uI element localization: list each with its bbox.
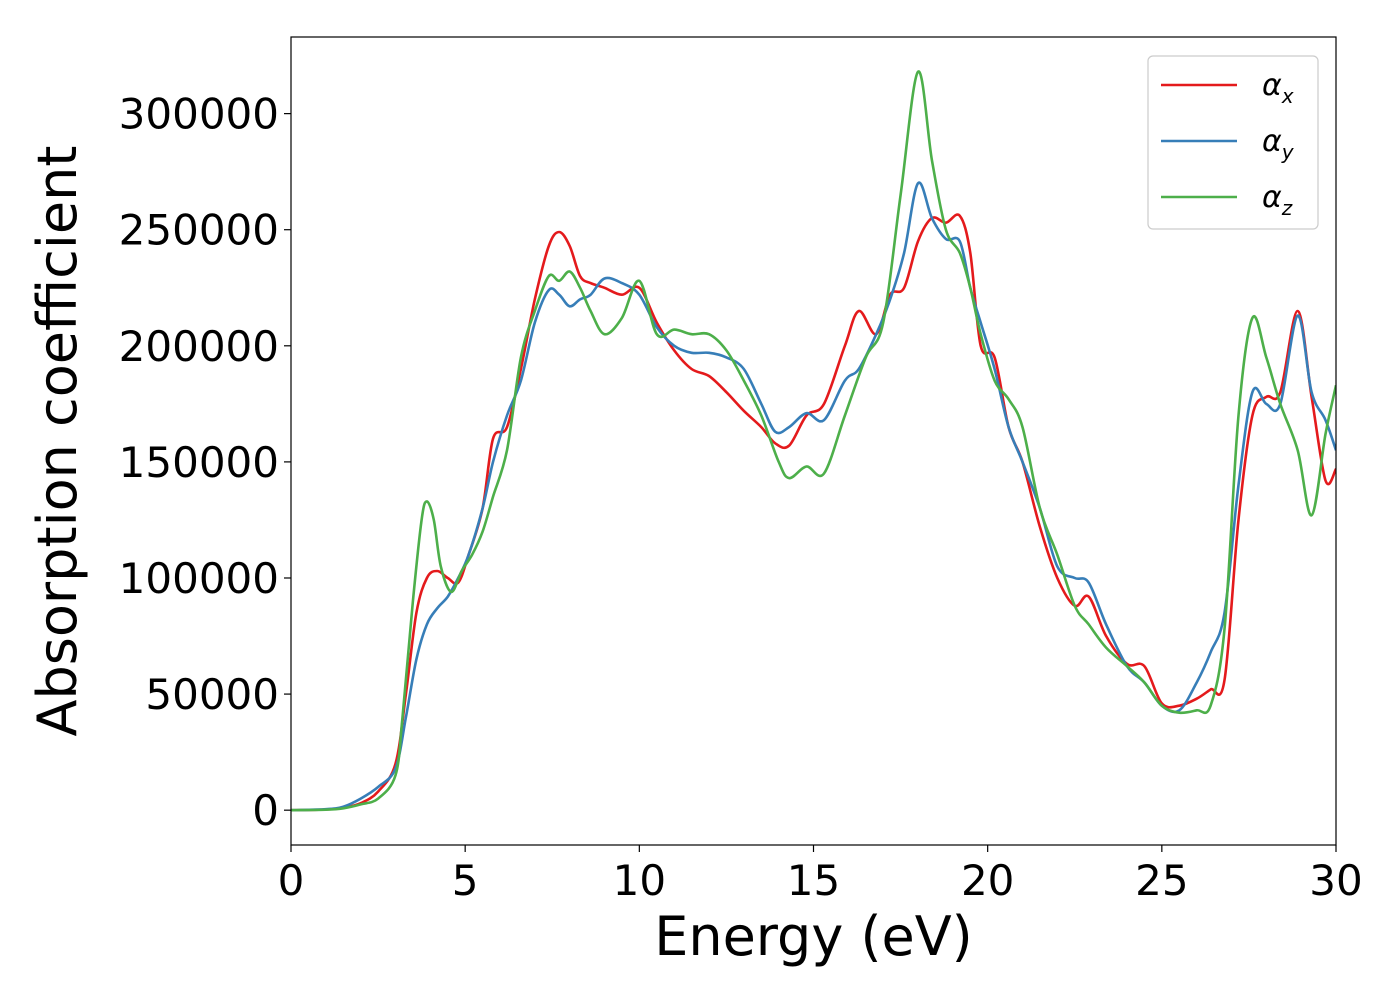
x-tick-label: 5	[452, 856, 479, 905]
x-tick-label: 30	[1309, 856, 1362, 905]
series-line-x	[291, 213, 1336, 812]
plot-area	[291, 70, 1336, 812]
y-tick-label: 150000	[119, 438, 279, 487]
y-tick-label: 200000	[119, 322, 279, 371]
legend-entry-x: αx	[1262, 68, 1294, 108]
axes: 0 5 10 15 20 25 30 0 50000 100000 150000 200000 2500…	[119, 36, 1363, 905]
y-tick-label: 0	[252, 786, 279, 835]
series-line-y	[291, 181, 1336, 812]
legend-entry-y: αy	[1262, 124, 1295, 164]
x-tick-label: 10	[613, 856, 666, 905]
x-tick-label: 15	[787, 856, 840, 905]
series-line-z	[291, 70, 1336, 812]
y-tick-label: 250000	[119, 206, 279, 255]
y-tick-label: 100000	[119, 554, 279, 603]
x-tick-label: 25	[1135, 856, 1188, 905]
legend-entry-z: αz	[1262, 180, 1293, 220]
legend-box	[1147, 55, 1319, 230]
legend: αx αy αz	[1147, 55, 1319, 230]
x-tick-label: 20	[961, 856, 1014, 905]
y-tick-label: 50000	[145, 670, 279, 719]
y-tick-label: 300000	[119, 90, 279, 139]
x-tick-label: 0	[278, 856, 305, 905]
y-axis-label: Absorption coefficient	[26, 146, 89, 737]
x-axis-label: Energy (eV)	[654, 905, 973, 968]
